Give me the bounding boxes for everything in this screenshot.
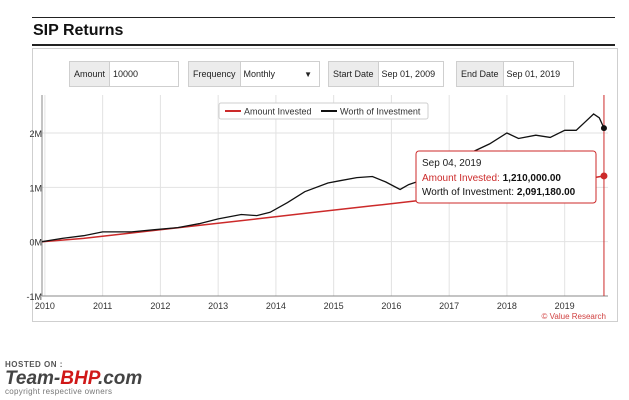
- tooltip-box: [415, 150, 597, 204]
- start-date-input[interactable]: Sep 01, 2009: [378, 62, 443, 86]
- start-date-label: Start Date: [329, 62, 379, 86]
- legend-label-worth: Worth of Investment: [340, 107, 421, 117]
- series-line-worth-of-investment: [41, 113, 605, 243]
- tooltip-worth-row: Worth of Investment: 2,091,180.00: [422, 187, 576, 198]
- y-tick-label: 0M: [29, 238, 42, 248]
- x-tick-label: 2013: [208, 301, 228, 311]
- x-tick-label: 2011: [93, 301, 112, 311]
- credit-text: © Value Research: [542, 312, 606, 321]
- end-date-input[interactable]: Sep 01, 2019: [503, 62, 573, 86]
- start-date-control: Start Date Sep 01, 2009: [328, 61, 444, 87]
- brand-left: Team-: [5, 368, 61, 389]
- tooltip-worth-value: 2,091,180.00: [517, 187, 576, 198]
- brand-right: .com: [97, 368, 143, 389]
- frequency-value: Monthly: [243, 69, 276, 79]
- tooltip-invested-row: Amount Invested: 1,210,000.00: [422, 173, 561, 184]
- legend-label-amount-invested: Amount Invested: [244, 107, 312, 117]
- amount-input[interactable]: 10000: [110, 62, 178, 86]
- amount-control: Amount 10000: [69, 61, 179, 87]
- x-tick-label: 2012: [150, 301, 170, 311]
- tooltip-worth-label: Worth of Investment:: [422, 187, 517, 198]
- x-tick-label: 2010: [35, 301, 55, 311]
- amount-label: Amount: [70, 62, 111, 86]
- tooltip-invested-value: 1,210,000.00: [503, 173, 562, 184]
- x-tick-label: 2018: [497, 301, 517, 311]
- footer-watermark: HOSTED ON : Team-BHP.com copyright respe…: [5, 360, 142, 396]
- y-tick-label: 1M: [29, 183, 42, 193]
- amount-invested-marker: [600, 172, 608, 180]
- sip-panel: Amount 10000 Frequency Monthly ▼ Start D…: [32, 48, 618, 322]
- frequency-control: Frequency Monthly ▼: [188, 61, 320, 87]
- frequency-label: Frequency: [189, 62, 241, 86]
- x-tick-label: 2017: [439, 301, 459, 311]
- tooltip-date: Sep 04, 2019: [422, 158, 482, 169]
- y-tick-label: 2M: [29, 129, 42, 139]
- copyright-text: copyright respective owners: [5, 387, 113, 396]
- brand-mid: BHP: [60, 368, 98, 389]
- y-tick-label: -1M: [27, 292, 43, 302]
- x-tick-label: 2016: [381, 301, 401, 311]
- page-title: SIP Returns: [33, 22, 124, 39]
- x-tick-label: 2019: [555, 301, 575, 311]
- top-divider: [32, 17, 615, 18]
- title-divider: [32, 44, 615, 46]
- worth-marker: [600, 125, 607, 132]
- end-date-label: End Date: [457, 62, 504, 86]
- dropdown-arrow-icon[interactable]: ▼: [304, 69, 312, 79]
- frequency-select[interactable]: Monthly ▼: [240, 62, 319, 86]
- x-tick-label: 2015: [324, 301, 344, 311]
- x-tick-label: 2014: [266, 301, 286, 311]
- hosted-on-text: HOSTED ON :: [5, 360, 63, 369]
- brand-logo: Team-BHP.com: [5, 368, 142, 390]
- tooltip-invested-label: Amount Invested:: [422, 173, 503, 184]
- end-date-control: End Date Sep 01, 2019: [456, 61, 574, 87]
